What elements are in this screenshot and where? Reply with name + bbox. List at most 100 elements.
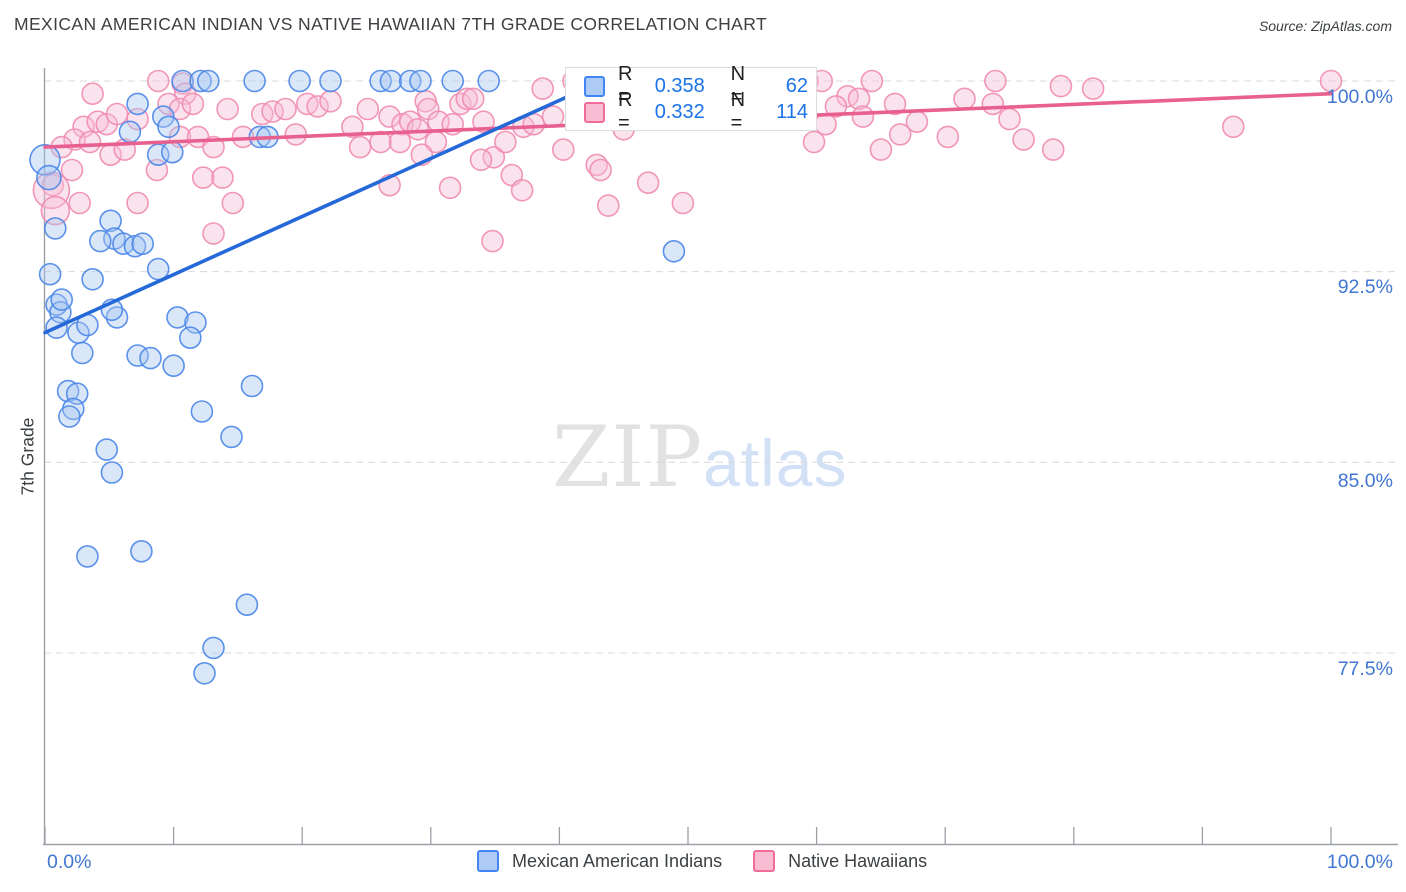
- scatter-point-blue[interactable]: [179, 326, 202, 350]
- scatter-point-pink[interactable]: [455, 87, 479, 111]
- scatter-point-pink[interactable]: [869, 138, 893, 161]
- scatter-point-pink[interactable]: [1222, 115, 1245, 139]
- scatter-point-blue[interactable]: [29, 144, 61, 176]
- scatter-point-blue[interactable]: [190, 400, 214, 423]
- scatter-point-blue[interactable]: [81, 267, 104, 291]
- scatter-point-blue[interactable]: [243, 69, 266, 93]
- scatter-point-blue[interactable]: [189, 69, 212, 93]
- scatter-point-pink[interactable]: [671, 191, 695, 215]
- scatter-point-blue[interactable]: [118, 120, 142, 144]
- scatter-point-blue[interactable]: [38, 262, 62, 286]
- scatter-point-pink[interactable]: [851, 105, 875, 128]
- scatter-point-pink[interactable]: [589, 158, 612, 182]
- scatter-point-blue[interactable]: [56, 379, 80, 403]
- scatter-point-blue[interactable]: [71, 341, 94, 365]
- scatter-point-pink[interactable]: [406, 118, 430, 141]
- scatter-point-pink[interactable]: [596, 194, 620, 217]
- scatter-point-pink[interactable]: [1041, 138, 1065, 161]
- scatter-point-blue[interactable]: [319, 69, 342, 93]
- scatter-point-pink[interactable]: [126, 191, 149, 215]
- scatter-point-blue[interactable]: [131, 232, 154, 255]
- scatter-point-blue[interactable]: [409, 69, 432, 93]
- scatter-point-blue[interactable]: [99, 209, 122, 233]
- scatter-point-pink[interactable]: [1049, 74, 1073, 98]
- scatter-point-blue[interactable]: [240, 374, 264, 398]
- scatter-point-blue[interactable]: [166, 306, 189, 329]
- scatter-point-pink[interactable]: [883, 92, 907, 116]
- scatter-point-pink[interactable]: [202, 222, 225, 245]
- scatter-point-pink[interactable]: [319, 90, 342, 113]
- scatter-point-pink[interactable]: [860, 69, 884, 93]
- scatter-point-pink[interactable]: [274, 97, 297, 121]
- scatter-point-blue[interactable]: [197, 69, 220, 93]
- scatter-point-blue[interactable]: [139, 346, 162, 370]
- scatter-point-pink[interactable]: [981, 92, 1005, 116]
- scatter-point-blue[interactable]: [379, 69, 403, 93]
- scatter-point-blue[interactable]: [152, 105, 175, 128]
- scatter-point-pink[interactable]: [81, 82, 104, 105]
- scatter-point-blue[interactable]: [235, 593, 259, 617]
- scatter-point-pink[interactable]: [510, 179, 534, 202]
- scatter-point-blue[interactable]: [161, 140, 184, 164]
- scatter-point-pink[interactable]: [998, 107, 1021, 131]
- scatter-point-pink[interactable]: [984, 69, 1007, 93]
- scatter-point-blue[interactable]: [130, 539, 153, 563]
- scatter-point-pink[interactable]: [181, 92, 205, 116]
- scatter-point-pink[interactable]: [494, 130, 517, 154]
- scatter-point-pink[interactable]: [86, 110, 109, 133]
- scatter-point-blue[interactable]: [220, 425, 243, 449]
- scatter-point-blue[interactable]: [50, 288, 74, 311]
- scatter-point-pink[interactable]: [216, 97, 239, 121]
- scatter-point-pink[interactable]: [356, 97, 380, 121]
- scatter-point-pink[interactable]: [936, 125, 960, 149]
- scatter-point-pink[interactable]: [41, 173, 65, 197]
- scatter-point-pink[interactable]: [306, 95, 329, 118]
- scatter-point-blue[interactable]: [477, 69, 501, 93]
- scatter-point-pink[interactable]: [953, 87, 976, 111]
- scatter-point-pink[interactable]: [551, 138, 575, 161]
- scatter-point-blue[interactable]: [36, 164, 62, 191]
- scatter-point-pink[interactable]: [211, 166, 234, 189]
- scatter-point-blue[interactable]: [146, 143, 170, 166]
- scatter-point-pink[interactable]: [824, 95, 848, 118]
- scatter-point-pink[interactable]: [348, 135, 372, 159]
- scatter-point-pink[interactable]: [1081, 77, 1105, 100]
- scatter-point-pink[interactable]: [40, 195, 71, 226]
- scatter-point-blue[interactable]: [441, 69, 465, 93]
- scatter-point-blue[interactable]: [43, 217, 67, 240]
- scatter-point-pink[interactable]: [469, 148, 493, 172]
- scatter-point-pink[interactable]: [388, 130, 412, 154]
- scatter-point-blue[interactable]: [126, 92, 149, 116]
- scatter-point-blue[interactable]: [162, 354, 185, 378]
- source-link[interactable]: Source: ZipAtlas.com: [1258, 18, 1392, 34]
- scatter-point-pink[interactable]: [531, 77, 555, 100]
- scatter-point-pink[interactable]: [78, 130, 102, 154]
- scatter-point-blue[interactable]: [288, 69, 311, 93]
- scatter-point-pink[interactable]: [636, 171, 660, 194]
- scatter-point-blue[interactable]: [76, 545, 99, 568]
- scatter-point-pink[interactable]: [68, 191, 91, 215]
- scatter-point-pink[interactable]: [60, 158, 84, 182]
- scatter-point-pink[interactable]: [157, 92, 180, 116]
- scatter-point-blue[interactable]: [157, 115, 180, 139]
- scatter-point-blue[interactable]: [100, 461, 124, 484]
- scatter-point-blue[interactable]: [171, 69, 194, 93]
- scatter-point-blue[interactable]: [193, 661, 216, 685]
- scatter-point-pink[interactable]: [1319, 69, 1343, 93]
- scatter-point-blue[interactable]: [202, 636, 225, 660]
- scatter-point-blue[interactable]: [95, 438, 118, 461]
- scatter-point-pink[interactable]: [341, 115, 364, 139]
- scatter-point-pink[interactable]: [146, 69, 170, 93]
- scatter-point-pink[interactable]: [847, 87, 871, 111]
- scatter-point-pink[interactable]: [461, 87, 485, 111]
- scatter-point-blue[interactable]: [89, 229, 112, 253]
- scatter-point-pink[interactable]: [1012, 128, 1035, 151]
- scatter-point-pink[interactable]: [438, 176, 462, 200]
- scatter-point-pink[interactable]: [481, 229, 504, 253]
- scatter-point-pink[interactable]: [284, 123, 308, 146]
- scatter-point-pink[interactable]: [378, 105, 401, 128]
- scatter-point-blue[interactable]: [58, 405, 81, 428]
- scatter-point-pink[interactable]: [105, 102, 129, 126]
- scatter-point-pink[interactable]: [888, 123, 912, 146]
- scatter-point-blue[interactable]: [662, 240, 686, 263]
